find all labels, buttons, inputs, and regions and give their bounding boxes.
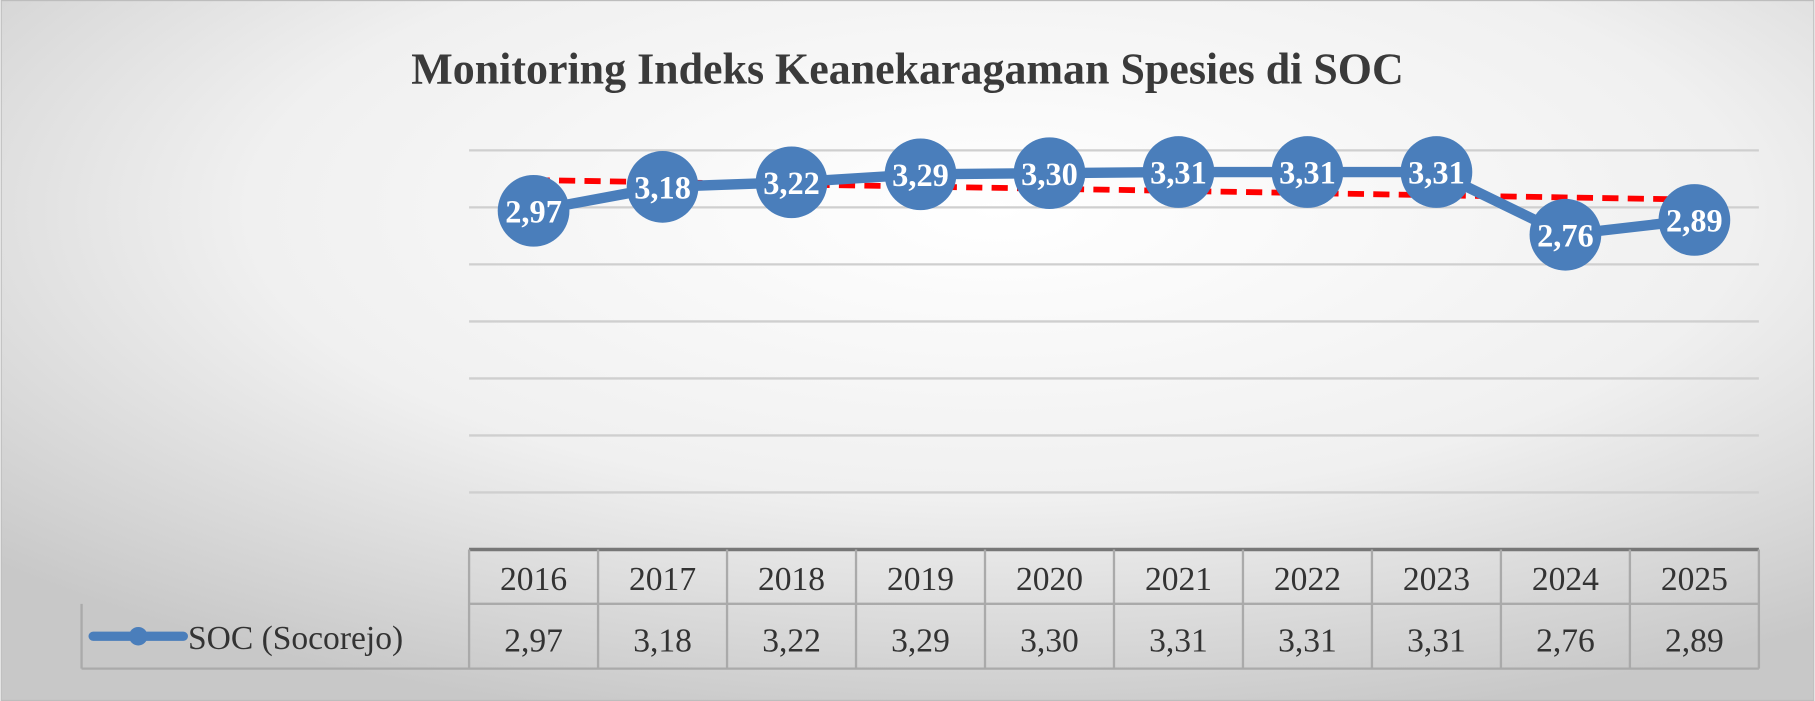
data-point (1658, 184, 1731, 256)
data-label: 2,89 (1666, 204, 1723, 240)
x-tick-label: 2020 (1016, 561, 1083, 598)
chart-title: Monitoring Indeks Keanekaragaman Spesies… (411, 44, 1403, 93)
table-value: 3,22 (762, 622, 821, 659)
table-value: 3,31 (1407, 622, 1466, 659)
legend-label: SOC (Socorejo) (188, 620, 403, 657)
table-value: 2,89 (1665, 622, 1724, 659)
x-tick-label: 2024 (1532, 561, 1599, 598)
x-tick-label: 2016 (500, 561, 567, 598)
data-label: 3,31 (1279, 156, 1336, 192)
table-value: 2,97 (504, 622, 563, 659)
table-value: 2,76 (1536, 622, 1595, 659)
legend-marker-icon (128, 626, 148, 646)
data-label: 3,31 (1150, 156, 1207, 192)
data-label: 3,30 (1021, 157, 1078, 193)
data-point (1529, 198, 1602, 271)
data-point (1142, 136, 1215, 208)
data-table: 2016 2,97 2017 3,18 2018 3,22 2019 3,29 2020 3,30… (80, 549, 1761, 670)
x-tick-label: 2018 (758, 561, 825, 598)
x-tick-label: 2022 (1274, 561, 1341, 598)
data-label: 2,97 (505, 194, 562, 230)
data-point (497, 174, 570, 247)
x-tick-label: 2023 (1403, 561, 1470, 598)
x-tick-label: 2017 (629, 561, 696, 598)
data-point (1013, 137, 1086, 210)
series-soc: 2,97 3,18 3,22 3,29 3,30 3,31 3,31 3,31 2,76 2,89 (497, 136, 1731, 271)
x-tick-label: 2021 (1145, 561, 1212, 598)
data-label: 3,22 (763, 166, 820, 202)
table-value: 3,18 (633, 622, 692, 659)
data-label: 3,18 (634, 170, 691, 206)
data-point (884, 138, 957, 211)
series-line (532, 166, 1695, 240)
table-value: 3,30 (1020, 622, 1079, 659)
data-point (1271, 136, 1344, 208)
data-point (1400, 136, 1473, 208)
data-point (626, 151, 699, 223)
table-value: 3,29 (891, 622, 950, 659)
table-value: 3,31 (1149, 622, 1208, 659)
x-tick-label: 2019 (887, 561, 954, 598)
data-label: 2,76 (1537, 218, 1594, 254)
data-label: 3,29 (892, 158, 949, 194)
data-point (755, 146, 828, 219)
table-value: 3,31 (1278, 622, 1337, 659)
x-tick-label: 2025 (1661, 561, 1728, 598)
data-label: 3,31 (1408, 156, 1465, 192)
